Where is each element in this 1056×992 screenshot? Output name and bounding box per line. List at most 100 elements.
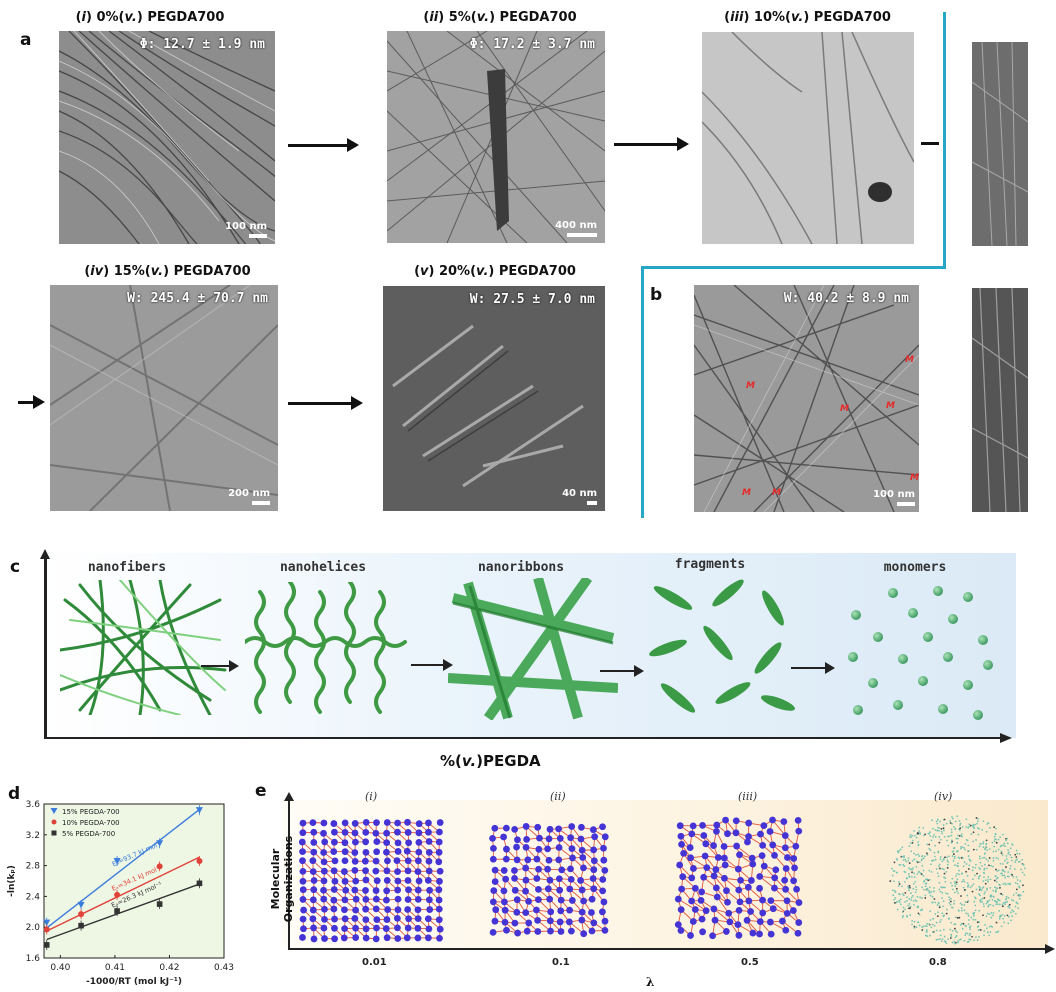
molecule xyxy=(713,821,721,829)
molecule xyxy=(732,817,740,825)
molecule xyxy=(964,848,966,851)
molecule xyxy=(1009,882,1012,885)
molecule xyxy=(909,907,912,909)
molecule xyxy=(982,914,984,917)
molecule xyxy=(893,880,895,883)
molecule xyxy=(893,861,896,864)
molecule xyxy=(960,895,962,897)
molecule xyxy=(383,877,391,884)
stage-label-monomers: monomers xyxy=(883,560,947,575)
molecule xyxy=(936,904,939,906)
column-label-iv: (iv) xyxy=(934,790,953,803)
column-label-i: (i) xyxy=(365,790,378,803)
molecule xyxy=(939,890,942,893)
molecule xyxy=(502,824,510,832)
lambda-value-i: 0.01 xyxy=(362,957,387,968)
molecule xyxy=(931,819,934,822)
molecule xyxy=(950,935,953,938)
molecule xyxy=(891,874,894,877)
molecule xyxy=(373,819,380,827)
molecule xyxy=(321,915,328,923)
molecule xyxy=(975,817,978,819)
molecule xyxy=(674,895,682,903)
molecule xyxy=(926,853,929,856)
molecule xyxy=(899,848,902,851)
molecule xyxy=(699,928,707,936)
dispersed-cloud xyxy=(889,815,1026,945)
molecule xyxy=(501,906,509,914)
molecule xyxy=(972,866,974,869)
scale-bar-ii: 400 nm xyxy=(555,220,597,237)
molecule xyxy=(974,918,977,921)
molecule xyxy=(995,931,997,934)
molecule xyxy=(997,838,1000,841)
fit-line xyxy=(46,883,200,941)
molecule xyxy=(926,887,929,890)
molecule xyxy=(937,938,939,941)
molecule xyxy=(373,848,381,856)
molecule xyxy=(971,878,974,881)
molecule xyxy=(947,844,950,847)
nanohelices-illustration xyxy=(245,582,407,714)
molecule xyxy=(790,877,798,885)
molecule xyxy=(405,915,412,923)
molecule xyxy=(902,906,905,909)
molecule xyxy=(934,855,936,858)
molecule xyxy=(415,820,423,828)
legend-marker xyxy=(51,830,57,836)
molecule xyxy=(973,900,976,903)
molecule xyxy=(766,828,774,835)
molecule xyxy=(436,867,444,875)
legend-label: 15% PEGDA-700 xyxy=(62,808,120,816)
molecule xyxy=(723,887,730,895)
molecule xyxy=(946,859,949,862)
molecule xyxy=(991,898,994,901)
molecule xyxy=(926,923,928,925)
monomers-illustration xyxy=(848,586,993,720)
micrograph-iii xyxy=(702,32,914,244)
molecule xyxy=(969,928,972,931)
molecule xyxy=(967,884,969,887)
molecule xyxy=(1021,871,1024,874)
molecule xyxy=(943,818,946,821)
molecule xyxy=(1010,911,1012,914)
molecule xyxy=(309,819,317,827)
molecule xyxy=(580,930,588,938)
molecule xyxy=(995,921,998,924)
molecule xyxy=(1004,903,1006,906)
molecule xyxy=(436,877,443,885)
molecule xyxy=(929,831,931,833)
molecular-lattice-iii xyxy=(674,816,803,940)
molecule xyxy=(383,867,391,875)
molecule xyxy=(912,882,915,885)
molecule xyxy=(983,905,985,908)
molecule xyxy=(566,906,574,914)
molecule xyxy=(976,827,979,829)
molecule xyxy=(987,905,990,908)
molecule xyxy=(699,821,706,829)
molecule xyxy=(941,891,944,894)
molecule xyxy=(903,855,905,857)
molecule xyxy=(403,934,411,942)
molecule xyxy=(922,888,925,891)
molecule xyxy=(962,886,965,889)
fiber-texture xyxy=(387,31,605,243)
molecule xyxy=(981,900,984,903)
molecule xyxy=(394,924,401,932)
molecule xyxy=(767,897,775,905)
molecule xyxy=(556,886,564,894)
molecule xyxy=(1018,895,1020,898)
molecule xyxy=(987,859,990,862)
molecule xyxy=(996,903,999,905)
molecule xyxy=(968,934,971,937)
molecule xyxy=(935,921,938,924)
molecule xyxy=(926,935,929,938)
axis-line xyxy=(44,737,1004,739)
molecule xyxy=(1015,876,1018,879)
molecule xyxy=(938,905,941,907)
molecule xyxy=(982,846,985,849)
molecule xyxy=(993,899,996,902)
molecule xyxy=(967,826,970,829)
molecule xyxy=(995,841,998,844)
molecule xyxy=(985,902,988,905)
